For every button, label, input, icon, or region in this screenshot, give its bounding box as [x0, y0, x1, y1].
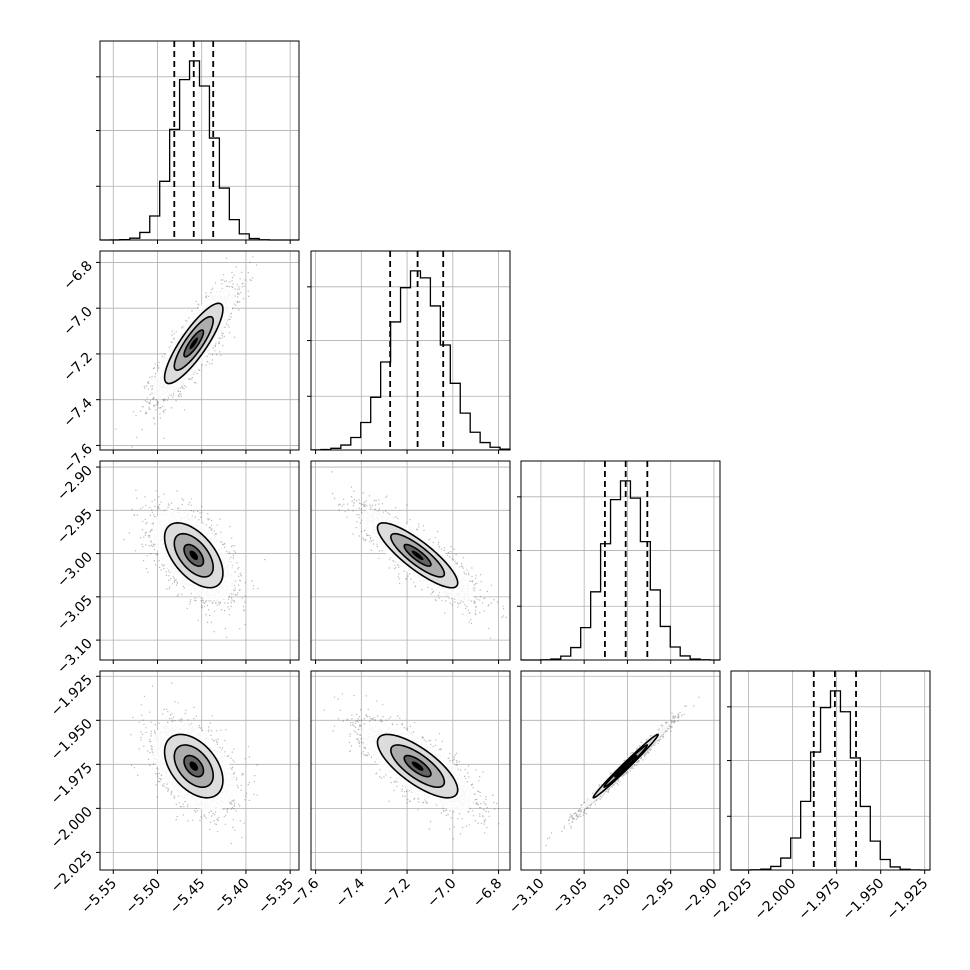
contour-2-0-0	[183, 543, 205, 567]
histogram-panel-1	[307, 250, 511, 454]
y-tick-label-1-1: −7.4	[60, 395, 95, 430]
scatter-panel-2-0	[96, 460, 300, 664]
histogram-panel-0	[96, 40, 300, 244]
contour-3-0-0	[183, 754, 205, 778]
scatter-panel-1-0	[96, 250, 300, 454]
x-tick-label-1-1: −7.4	[333, 875, 368, 910]
y-tick-label-2-0: −3.10	[54, 636, 96, 678]
contour-2-1-2	[376, 522, 459, 589]
contour-3-1-2	[376, 733, 459, 799]
y-tick-label-1-4: −6.8	[60, 258, 95, 293]
contour-1-0-1	[173, 315, 215, 371]
contour-1-0-2	[163, 302, 224, 385]
y-tick-label-3-1: −2.000	[48, 804, 96, 852]
x-tick-label-0-3: −5.40	[211, 876, 253, 918]
x-tick-label-2-0: −3.10	[506, 876, 548, 918]
contour-3-2-2	[592, 733, 659, 799]
x-tick-label-3-3: −1.950	[840, 876, 888, 924]
contour-3-0-2	[163, 733, 224, 799]
x-tick-label-2-1: −3.05	[549, 876, 591, 918]
x-tick-label-2-3: −2.95	[636, 876, 678, 918]
y-tick-label-3-3: −1.950	[48, 716, 96, 764]
histogram-panel-2	[517, 460, 721, 664]
histogram-steps-2	[520, 480, 721, 661]
y-tick-label-2-1: −3.05	[54, 592, 96, 634]
x-tick-label-0-1: −5.50	[123, 876, 165, 918]
histogram-steps-3	[730, 690, 931, 871]
contour-3-1-0	[403, 754, 432, 778]
x-tick-label-2-2: −3.00	[593, 876, 635, 918]
scatter-panel-3-0	[96, 670, 300, 874]
scatter-panel-3-2	[520, 670, 721, 874]
y-tick-label-1-2: −7.2	[60, 349, 95, 384]
contour-2-0-2	[163, 522, 224, 589]
x-tick-label-3-1: −2.000	[752, 876, 800, 924]
contour-3-0-1	[173, 744, 215, 789]
y-tick-label-1-3: −7.0	[60, 304, 95, 339]
contour-3-2-0	[614, 754, 638, 778]
histogram-steps-0	[99, 60, 299, 241]
x-tick-label-3-2: −1.975	[796, 876, 844, 924]
contour-2-1-0	[403, 543, 432, 567]
x-tick-label-1-4: −6.8	[470, 876, 505, 911]
histogram-panel-3	[727, 670, 931, 874]
x-tick-label-1-0: −7.6	[287, 875, 322, 910]
x-tick-label-3-4: −1.925	[884, 876, 932, 924]
x-tick-label-1-2: −7.2	[379, 876, 414, 911]
y-tick-label-2-3: −2.95	[54, 506, 96, 548]
y-tick-label-3-0: −2.025	[48, 848, 96, 896]
x-tick-label-0-0: −5.55	[78, 876, 120, 918]
y-tick-label-3-2: −1.975	[48, 760, 96, 808]
contour-2-0-1	[173, 532, 215, 578]
scatter-panel-2-1	[310, 460, 511, 664]
histogram-steps-1	[310, 270, 511, 451]
contour-3-2-1	[603, 744, 649, 789]
scatter-panel-3-1	[310, 670, 511, 874]
y-tick-label-3-4: −1.925	[48, 672, 96, 720]
x-tick-label-0-2: −5.45	[167, 876, 209, 918]
y-tick-label-2-2: −3.00	[54, 549, 96, 591]
contour-2-1-1	[390, 532, 446, 578]
contour-3-1-1	[390, 744, 446, 789]
x-tick-label-1-3: −7.0	[424, 876, 459, 911]
contour-1-0-0	[183, 329, 205, 358]
